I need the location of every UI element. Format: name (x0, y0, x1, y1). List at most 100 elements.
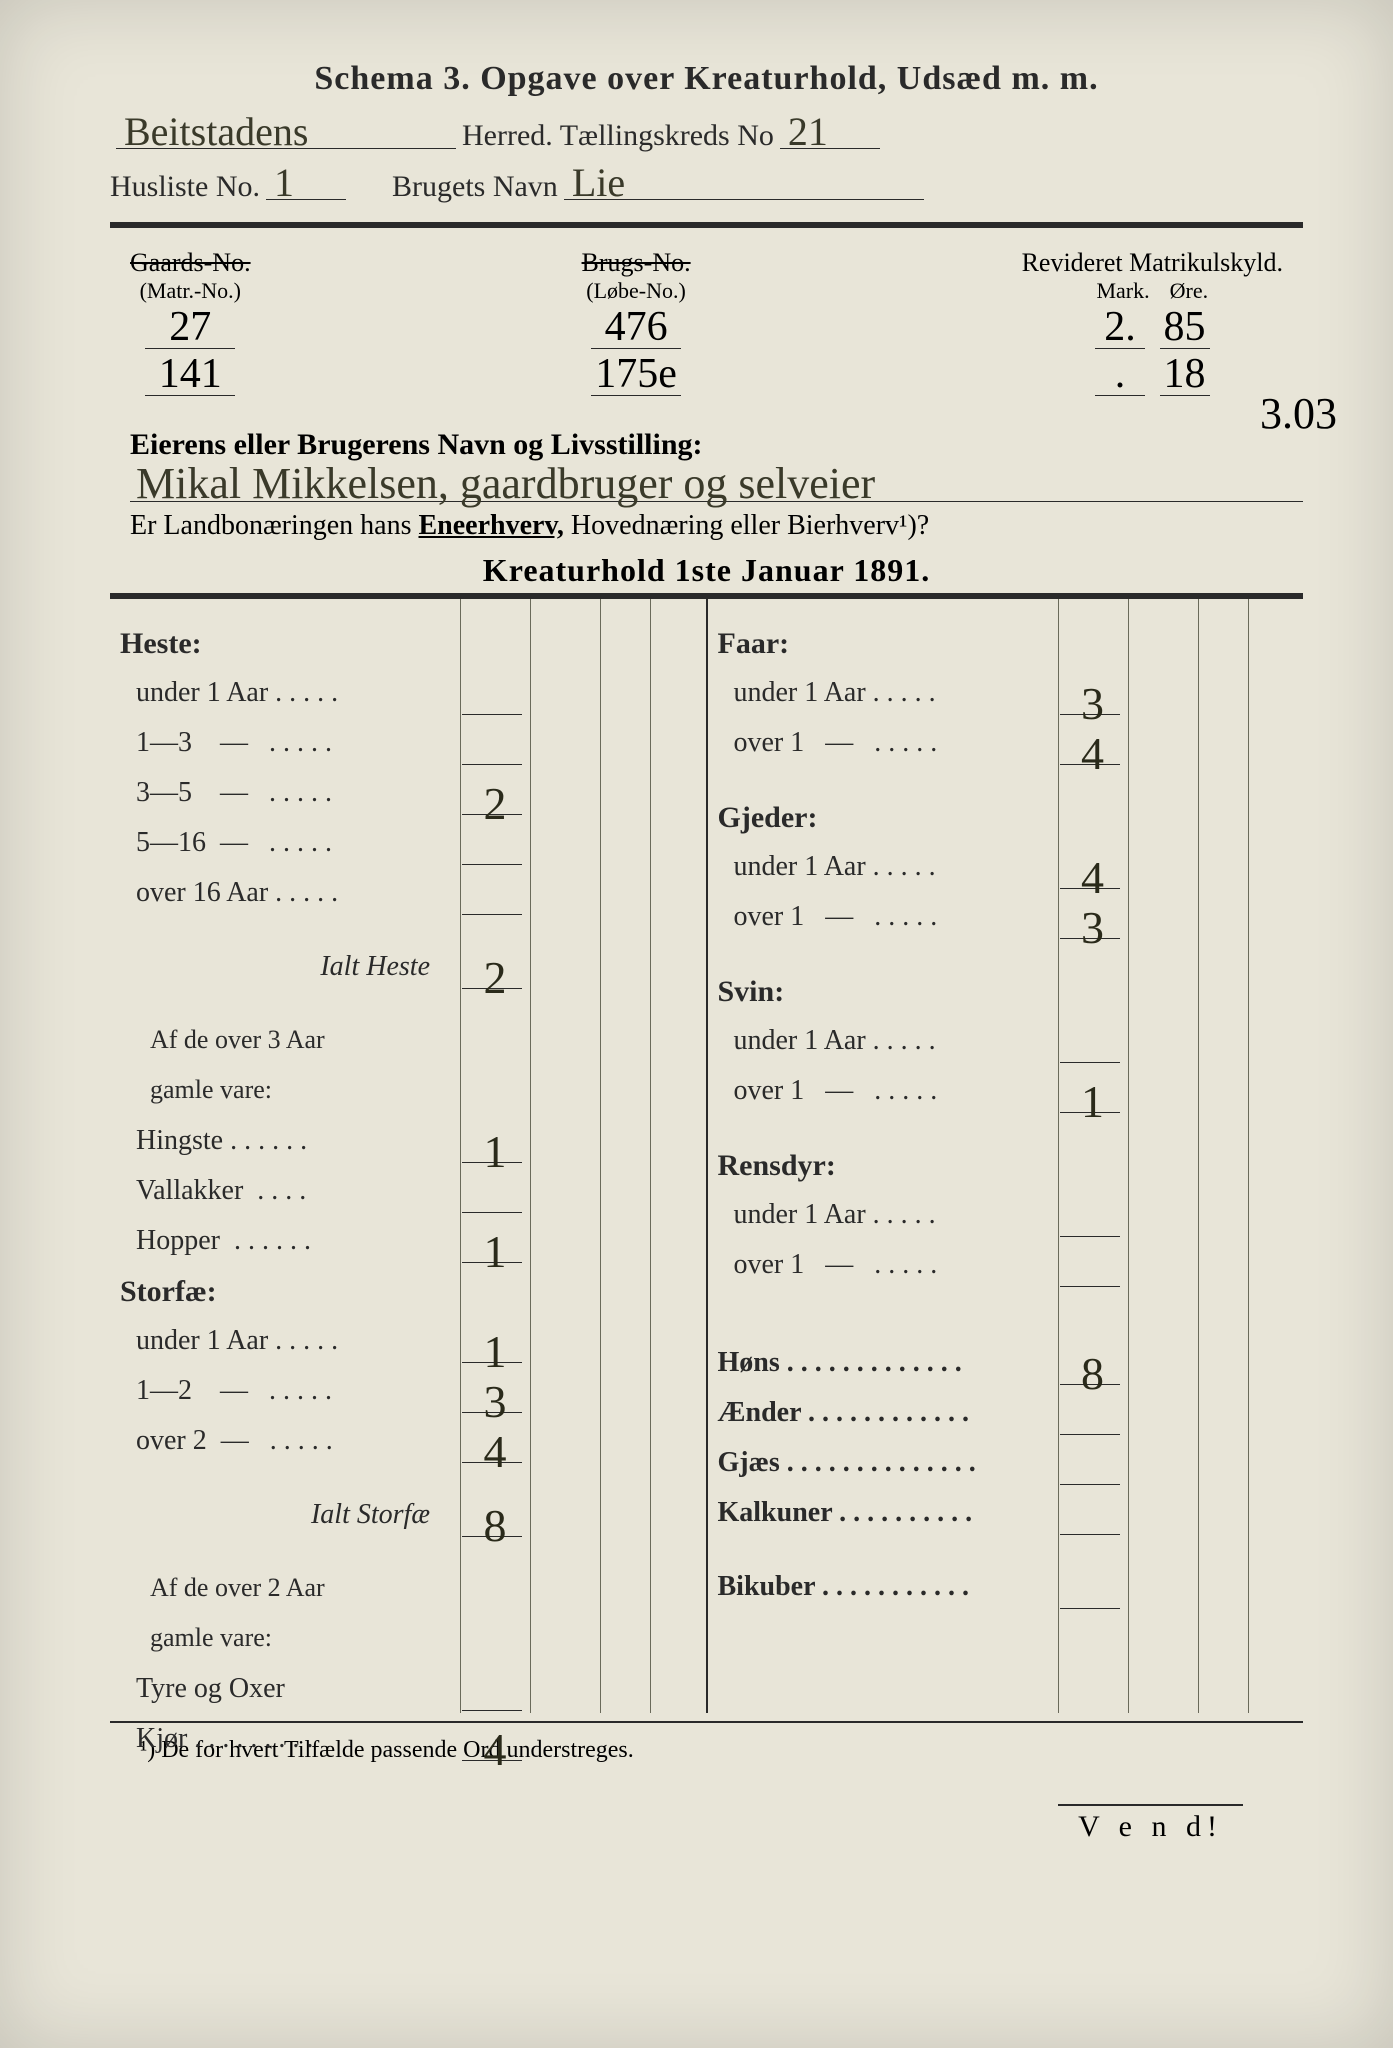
row-label: Hopper . . . . . . (110, 1225, 311, 1257)
category-head: Heste: (110, 627, 706, 677)
row-value: 8 (1068, 1347, 1118, 1400)
row-label: Bikuber . . . . . . . . . . . (708, 1571, 970, 1603)
row-label: Faar: (708, 627, 790, 661)
owner-label: Eierens eller Brugerens Navn og Livsstil… (130, 428, 1303, 462)
row-label: 3—5 — . . . . . (110, 777, 332, 809)
erhverv-b: Hovednæring eller Bierhverv¹)? (564, 510, 929, 541)
value-underline (1060, 1249, 1120, 1287)
data-row: Bikuber . . . . . . . . . . . (708, 1571, 1304, 1621)
row-value: 1 (470, 1125, 520, 1178)
herred-value: Beitstadens (116, 116, 456, 149)
kreatur-title: Kreaturhold 1ste Januar 1891. (110, 552, 1303, 589)
value-underline (462, 877, 522, 915)
row-label: Gjæs . . . . . . . . . . . . . . (708, 1447, 976, 1479)
row-label: Tyre og Oxer (110, 1673, 285, 1705)
subhead-row: Af de over 2 Aar (110, 1573, 706, 1623)
row-value: 1 (470, 1225, 520, 1278)
row-label: over 1 — . . . . . (708, 727, 938, 759)
brugs-sub: (Løbe-No.) (582, 278, 691, 304)
category-head: Gjeder: (708, 801, 1304, 851)
data-row: under 1 Aar . . . . . (708, 1025, 1304, 1075)
data-row: Ænder . . . . . . . . . . . . (708, 1397, 1304, 1447)
row-label: Høns . . . . . . . . . . . . . (708, 1347, 962, 1379)
spacer (708, 1125, 1304, 1149)
grid-line (600, 599, 601, 1713)
category-head: Rensdyr: (708, 1149, 1304, 1199)
value-underline (462, 1673, 522, 1711)
spacer (110, 927, 706, 951)
gaards-sub: (Matr.-No.) (130, 278, 251, 304)
row-label: 1—3 — . . . . . (110, 727, 332, 759)
grid-line (1248, 599, 1249, 1713)
row-label: Hingste . . . . . . (110, 1125, 307, 1157)
row-value: 4 (470, 1425, 520, 1478)
skyld-col: Revideret Matrikulskyld. Mark. Øre. 2. 8… (1022, 248, 1283, 398)
form-title: Schema 3. Opgave over Kreaturhold, Udsæd… (110, 60, 1303, 98)
data-row: over 1 — . . . . .1 (708, 1075, 1304, 1125)
skyld-head: Revideret Matrikulskyld. (1022, 248, 1283, 278)
skyld-sum: 3.03 (1260, 388, 1337, 439)
owner-value: Mikal Mikkelsen, gaardbruger og selveier (130, 466, 1303, 502)
gaards-v2: 141 (145, 353, 235, 396)
value-underline (462, 827, 522, 865)
left-column: Heste:under 1 Aar . . . . . 1—3 — . . . .… (110, 599, 708, 1713)
grid-line (460, 599, 461, 1713)
row-value: 4 (470, 1723, 520, 1776)
row-value: 2 (470, 951, 520, 1004)
gaards-col: Gaards-No. (Matr.-No.) 27 141 (130, 248, 251, 398)
row-label: Ialt Storfæ (110, 1499, 430, 1531)
row-label: Af de over 3 Aar (110, 1025, 325, 1055)
grid-line (650, 599, 651, 1713)
data-row: Kalkuner . . . . . . . . . . (708, 1497, 1304, 1547)
spacer (110, 1549, 706, 1573)
row-value: 1 (470, 1325, 520, 1378)
value-underline (1060, 1397, 1120, 1435)
subhead-row: Af de over 3 Aar (110, 1025, 706, 1075)
row-label: Af de over 2 Aar (110, 1573, 325, 1603)
erhverv-line: Er Landbonæringen hans Eneerhverv, Hoved… (130, 510, 1303, 542)
data-row: 1—3 — . . . . . (110, 727, 706, 777)
tkreds-value: 21 (780, 116, 880, 149)
data-row: under 1 Aar . . . . .3 (708, 677, 1304, 727)
livestock-table: Heste:under 1 Aar . . . . .1—3 — . . . .… (110, 593, 1303, 1713)
spacer (708, 1299, 1304, 1323)
data-row: Tyre og Oxer (110, 1673, 706, 1723)
husliste-line: Husliste No. 1 Brugets Navn Lie (110, 167, 1303, 204)
gaards-v1: 27 (145, 306, 235, 349)
skyld-v1o: 85 (1160, 306, 1210, 349)
data-row: over 16 Aar . . . . . (110, 877, 706, 927)
data-row: 3—5 — . . . . .2 (110, 777, 706, 827)
subhead-row: gamle vare: (110, 1075, 706, 1125)
row-label: Kjør . . . . . . . . . (110, 1723, 313, 1755)
row-value: 3 (470, 1375, 520, 1428)
category-head: Storfæ: (110, 1275, 706, 1325)
husliste-label: Husliste No. (110, 170, 260, 204)
data-row: under 1 Aar . . . . . (110, 677, 706, 727)
grid-line (1058, 599, 1059, 1713)
row-label: under 1 Aar . . . . . (708, 1025, 936, 1057)
row-value: 4 (1068, 851, 1118, 904)
row-label: over 1 — . . . . . (708, 1075, 938, 1107)
row-label: Ænder . . . . . . . . . . . . (708, 1397, 970, 1429)
husliste-value: 1 (266, 167, 346, 200)
data-row: 1—2 — . . . . .3 (110, 1375, 706, 1425)
vend-label: V e n d! (1058, 1804, 1243, 1844)
data-row: under 1 Aar . . . . .4 (708, 851, 1304, 901)
row-label: 5—16 — . . . . . (110, 827, 332, 859)
erhverv-und: Eneerhverv, (419, 510, 564, 541)
data-row: over 1 — . . . . .3 (708, 901, 1304, 951)
spacer (708, 1323, 1304, 1347)
subtotal-row: Ialt Storfæ8 (110, 1499, 706, 1549)
value-underline (462, 677, 522, 715)
erhverv-a: Er Landbonæringen hans (130, 510, 419, 541)
mark-label: Mark. (1096, 278, 1149, 304)
matrikul-block: Gaards-No. (Matr.-No.) 27 141 Brugs-No. … (130, 248, 1283, 398)
category-head: Svin: (708, 975, 1304, 1025)
spacer (708, 777, 1304, 801)
row-label: Vallakker . . . . (110, 1175, 306, 1207)
brugets-value: Lie (564, 167, 924, 200)
value-underline (1060, 1571, 1120, 1609)
data-row: over 2 — . . . . .4 (110, 1425, 706, 1475)
row-label: under 1 Aar . . . . . (110, 677, 338, 709)
data-row: Hingste . . . . . . 1 (110, 1125, 706, 1175)
